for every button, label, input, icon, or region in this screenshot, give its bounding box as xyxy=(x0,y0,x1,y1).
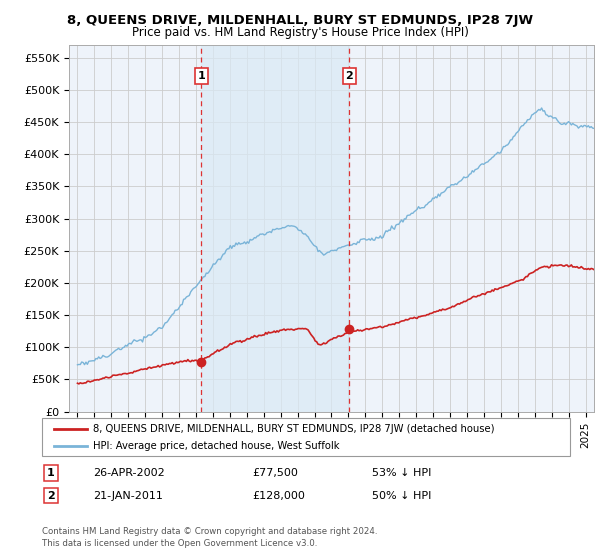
Text: 50% ↓ HPI: 50% ↓ HPI xyxy=(372,491,431,501)
Text: £128,000: £128,000 xyxy=(252,491,305,501)
Text: Price paid vs. HM Land Registry's House Price Index (HPI): Price paid vs. HM Land Registry's House … xyxy=(131,26,469,39)
Text: Contains HM Land Registry data © Crown copyright and database right 2024.
This d: Contains HM Land Registry data © Crown c… xyxy=(42,527,377,548)
Text: 2: 2 xyxy=(47,491,55,501)
Text: HPI: Average price, detached house, West Suffolk: HPI: Average price, detached house, West… xyxy=(93,441,340,451)
Text: 53% ↓ HPI: 53% ↓ HPI xyxy=(372,468,431,478)
Text: 1: 1 xyxy=(197,71,205,81)
Text: 8, QUEENS DRIVE, MILDENHALL, BURY ST EDMUNDS, IP28 7JW: 8, QUEENS DRIVE, MILDENHALL, BURY ST EDM… xyxy=(67,14,533,27)
Text: £77,500: £77,500 xyxy=(252,468,298,478)
Text: 2: 2 xyxy=(346,71,353,81)
Text: 26-APR-2002: 26-APR-2002 xyxy=(93,468,165,478)
Text: 1: 1 xyxy=(47,468,55,478)
Text: 21-JAN-2011: 21-JAN-2011 xyxy=(93,491,163,501)
Text: 8, QUEENS DRIVE, MILDENHALL, BURY ST EDMUNDS, IP28 7JW (detached house): 8, QUEENS DRIVE, MILDENHALL, BURY ST EDM… xyxy=(93,424,494,434)
Bar xyxy=(202,45,349,412)
